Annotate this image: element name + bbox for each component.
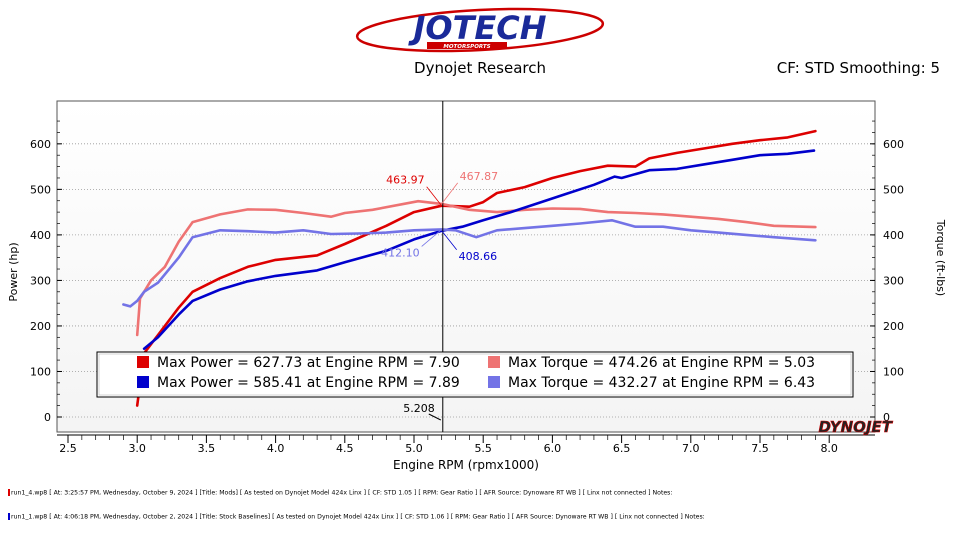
- x-axis: 2.5 3.0 3.5 4.0 4.5 5.0 5.5 6.0 6.5 7.0 7.5 8.0: [57, 434, 875, 455]
- annotations: 463.97 467.87 412.10 408.66: [381, 170, 498, 263]
- x-tick-7.5: 7.5: [751, 442, 769, 455]
- x-tick-2.5: 2.5: [59, 442, 77, 455]
- jotech-logo: JOTECH MOTORSPORTS: [355, 7, 605, 53]
- y-left-tick-500: 500: [30, 183, 51, 196]
- x-tick-4.0: 4.0: [267, 442, 285, 455]
- x-axis-label: Engine RPM (rpmx1000): [393, 458, 539, 472]
- x-tick-5.0: 5.0: [405, 442, 423, 455]
- y-right-tick-600: 600: [883, 138, 904, 151]
- legend-swatch-run2-power: [137, 376, 149, 388]
- legend-text-run1-power: Max Power = 627.73 at Engine RPM = 7.90: [157, 355, 460, 371]
- y-right-tick-300: 300: [883, 274, 904, 287]
- y-left-tick-400: 400: [30, 229, 51, 242]
- legend-swatch-run2-torque: [488, 376, 500, 388]
- legend-text-run1-torque: Max Torque = 474.26 at Engine RPM = 5.03: [508, 355, 815, 371]
- series-line-run1_power: [135, 129, 817, 407]
- legend-text-run2-torque: Max Torque = 432.27 at Engine RPM = 6.43: [508, 375, 815, 391]
- series-line-run2_power: [142, 149, 816, 350]
- legend: Max Power = 627.73 at Engine RPM = 7.90 …: [96, 351, 854, 398]
- y-left-tick-300: 300: [30, 274, 51, 287]
- legend-swatch-run1-torque: [488, 356, 500, 368]
- x-tick-8.0: 8.0: [820, 442, 838, 455]
- x-tick-6.5: 6.5: [613, 442, 631, 455]
- y-axis-right: 0 100 200 300 400 500 600: [870, 120, 904, 424]
- annotation-run1_power: 463.97: [386, 174, 425, 187]
- correction-factor-text: CF: STD Smoothing: 5: [776, 59, 940, 77]
- y-right-tick-200: 200: [883, 320, 904, 333]
- series-lines: [122, 129, 817, 407]
- y-left-tick-100: 100: [30, 365, 51, 378]
- run-info-1: run1_4.wp8 [ At: 3:25:57 PM, Wednesday, …: [8, 489, 673, 497]
- x-tick-7.0: 7.0: [682, 442, 700, 455]
- y-right-tick-100: 100: [883, 365, 904, 378]
- legend-text-run2-power: Max Power = 585.41 at Engine RPM = 7.89: [157, 375, 460, 391]
- annotation-run1_torque: 467.87: [460, 170, 499, 183]
- y-axis-left: 0 100 200 300 400 500 600: [30, 120, 62, 424]
- x-tick-4.5: 4.5: [336, 442, 354, 455]
- x-tick-6.0: 6.0: [544, 442, 562, 455]
- y-axis-right-label: Torque (ft-lbs): [934, 219, 947, 296]
- cursor-label: 5.208: [403, 402, 435, 415]
- series-line-run2_torque: [122, 219, 817, 308]
- logo-text: JOTECH: [407, 9, 546, 47]
- y-left-tick-0: 0: [44, 411, 51, 424]
- run-info-2: run1_1.wp8 [ At: 4:06:18 PM, Wednesday, …: [8, 513, 705, 521]
- x-tick-3.0: 3.0: [128, 442, 146, 455]
- y-axis-left-label: Power (hp): [7, 242, 20, 301]
- annotation-run2_power: 408.66: [459, 250, 498, 263]
- x-tick-5.5: 5.5: [474, 442, 492, 455]
- legend-box: [96, 351, 854, 398]
- chart-title: Dynojet Research: [414, 59, 546, 77]
- y-right-tick-400: 400: [883, 229, 904, 242]
- y-left-tick-200: 200: [30, 320, 51, 333]
- logo-subtext: MOTORSPORTS: [443, 44, 490, 50]
- y-right-tick-500: 500: [883, 183, 904, 196]
- annotation-run2_torque: 412.10: [381, 246, 420, 259]
- legend-swatch-run1-power: [137, 356, 149, 368]
- y-left-tick-600: 600: [30, 138, 51, 151]
- dynojet-watermark: DYNOJET: [818, 418, 893, 436]
- series-line-run1_torque: [135, 199, 817, 337]
- x-tick-3.5: 3.5: [198, 442, 216, 455]
- y-right-tick-0: 0: [883, 411, 890, 424]
